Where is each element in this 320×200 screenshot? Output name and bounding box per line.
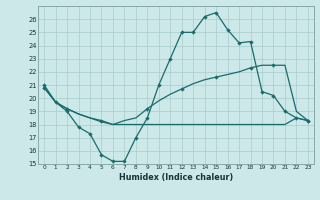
X-axis label: Humidex (Indice chaleur): Humidex (Indice chaleur) — [119, 173, 233, 182]
